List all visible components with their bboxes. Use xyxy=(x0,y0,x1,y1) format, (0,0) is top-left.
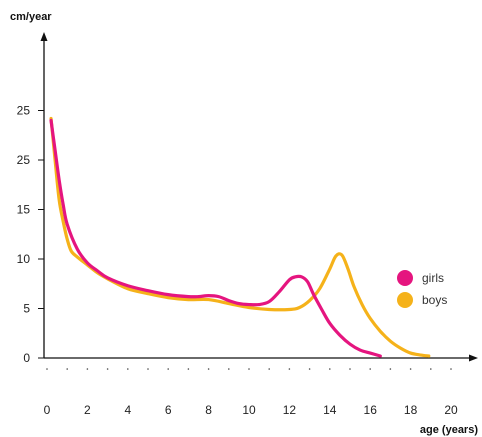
x-tick-label: 12 xyxy=(283,403,297,417)
y-tick-label: 15 xyxy=(17,203,31,217)
series-line-girls xyxy=(49,118,382,358)
y-tick-label: 25 xyxy=(17,153,31,167)
x-tick-mark xyxy=(127,368,129,370)
x-tick-mark xyxy=(369,368,372,370)
series-line-boys xyxy=(49,116,431,358)
x-tick-mark xyxy=(228,368,230,370)
x-axis-arrow xyxy=(469,354,478,362)
x-tick-mark xyxy=(409,368,412,370)
y-tick-label: 5 xyxy=(23,302,30,316)
x-tick-mark xyxy=(288,368,291,370)
x-tick-label: 2 xyxy=(84,403,91,417)
y-tick-label: 10 xyxy=(17,252,31,266)
x-tick-label: 14 xyxy=(323,403,337,417)
x-tick-label: 8 xyxy=(205,403,212,417)
x-tick-label: 6 xyxy=(165,403,172,417)
x-tick-mark xyxy=(349,368,351,370)
x-tick-label: 16 xyxy=(364,403,378,417)
x-tick-mark xyxy=(389,368,392,370)
x-tick-label: 0 xyxy=(44,403,51,417)
legend-label-boys: boys xyxy=(422,293,447,307)
x-tick-label: 18 xyxy=(404,403,418,417)
x-tick-mark xyxy=(187,368,190,370)
x-tick-mark xyxy=(450,368,452,370)
y-tick-label: 0 xyxy=(23,351,30,365)
x-tick-mark xyxy=(147,368,149,370)
x-tick-label: 10 xyxy=(242,403,256,417)
x-tick-label: 4 xyxy=(124,403,131,417)
x-tick-mark xyxy=(207,368,210,370)
y-axis-arrow xyxy=(40,32,48,41)
y-axis-title: cm/year xyxy=(10,11,52,23)
x-axis-title: age (years) xyxy=(420,424,478,436)
legend-swatch-girls xyxy=(397,270,413,286)
legend-label-girls: girls xyxy=(422,271,444,285)
x-tick-mark xyxy=(46,368,48,370)
x-tick-mark xyxy=(308,368,311,370)
x-tick-mark xyxy=(248,368,250,370)
x-tick-mark xyxy=(86,368,89,370)
x-tick-mark xyxy=(329,368,331,370)
x-tick-mark xyxy=(66,368,68,370)
x-tick-mark xyxy=(106,368,109,370)
y-tick-label: 25 xyxy=(17,104,31,118)
x-tick-mark xyxy=(167,368,169,370)
x-tick-mark xyxy=(268,368,271,370)
legend-swatch-boys xyxy=(397,292,413,308)
x-tick-mark xyxy=(430,368,432,370)
x-tick-label: 20 xyxy=(444,403,458,417)
